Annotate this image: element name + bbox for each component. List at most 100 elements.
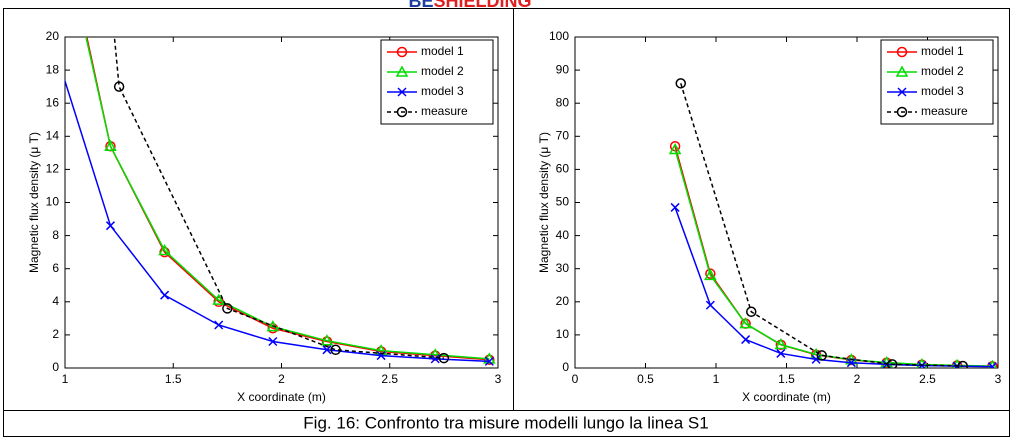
logo-part: SHIELDING <box>434 0 532 11</box>
legend-marker <box>897 87 907 97</box>
legend-label: model 2 <box>421 64 464 78</box>
y-tick-label: 16 <box>46 95 60 109</box>
marker <box>212 293 225 305</box>
legend-marker <box>395 65 409 77</box>
y-tick-label: 20 <box>46 29 60 43</box>
legend-marker <box>396 106 408 118</box>
x-tick-label: 0.5 <box>637 372 654 386</box>
line <box>680 83 963 367</box>
marker <box>776 348 786 358</box>
marker <box>430 354 440 364</box>
marker <box>987 362 997 368</box>
legend-marker <box>895 65 909 77</box>
y-tick-label: 12 <box>46 162 60 176</box>
marker <box>104 139 117 151</box>
legend-label: model 3 <box>421 84 464 98</box>
y-tick-label: 90 <box>556 62 570 76</box>
marker <box>113 81 125 92</box>
marker <box>705 300 715 310</box>
x-tick-label: 3 <box>495 372 502 386</box>
marker <box>52 50 60 58</box>
marker <box>438 352 450 364</box>
y-tick-label: 18 <box>46 62 60 76</box>
legend-marker <box>397 87 407 97</box>
marker <box>741 335 751 345</box>
marker <box>746 306 757 317</box>
y-tick-label: 60 <box>556 162 570 176</box>
y-axis-label: Magnetic flux density (μ T) <box>537 132 551 273</box>
y-tick-label: 4 <box>52 294 59 308</box>
x-tick-label: 1 <box>713 372 720 386</box>
y-tick-label: 10 <box>556 327 570 341</box>
marker <box>214 320 224 330</box>
y-tick-label: 8 <box>52 228 59 242</box>
x-tick-label: 2.5 <box>381 372 398 386</box>
y-axis-label: Magnetic flux density (μ T) <box>27 132 41 273</box>
x-tick-label: 3 <box>995 372 1002 386</box>
y-tick-label: 20 <box>556 294 570 308</box>
marker <box>887 359 898 368</box>
x-axis-label: X coordinate (m) <box>237 390 326 404</box>
line <box>674 149 993 367</box>
y-tick-label: 80 <box>556 95 570 109</box>
marker <box>952 358 963 368</box>
legend-box <box>880 39 994 125</box>
marker <box>668 142 682 155</box>
y-tick-label: 14 <box>46 128 60 142</box>
y-tick-label: 6 <box>52 261 59 275</box>
x-tick-label: 2.5 <box>919 372 936 386</box>
marker <box>846 358 856 368</box>
x-axis-label: X coordinate (m) <box>742 390 831 404</box>
y-tick-label: 0 <box>52 360 59 374</box>
marker <box>670 202 680 212</box>
y-tick-label: 50 <box>556 195 570 209</box>
line <box>674 207 993 368</box>
marker <box>816 350 827 361</box>
x-tick-label: 2 <box>854 372 861 386</box>
marker <box>158 243 171 256</box>
line <box>85 37 490 360</box>
y-tick-label: 100 <box>549 29 569 43</box>
marker <box>987 359 998 368</box>
y-tick-label: 10 <box>46 195 60 209</box>
marker <box>957 360 968 368</box>
y-tick-label: 30 <box>556 261 570 275</box>
x-tick-label: 1 <box>62 372 69 386</box>
marker <box>268 336 278 347</box>
marker <box>811 354 821 364</box>
line <box>113 37 444 359</box>
y-tick-label: 40 <box>556 228 570 242</box>
legend-label: model 1 <box>421 44 464 58</box>
x-tick-label: 1.5 <box>778 372 795 386</box>
line <box>674 146 993 368</box>
marker <box>739 317 752 329</box>
line <box>65 78 490 363</box>
caption: Fig. 16: Confronto tra misure modelli lu… <box>303 413 708 432</box>
marker <box>774 337 788 350</box>
y-tick-label: 70 <box>556 128 570 142</box>
logo: BESHIELDING <box>408 0 531 11</box>
marker <box>484 356 494 366</box>
legend-label: measure <box>921 104 968 118</box>
legend-label: measure <box>421 104 468 118</box>
legend-label: model 1 <box>921 44 964 58</box>
legend-marker <box>396 46 408 58</box>
marker <box>160 290 170 300</box>
marker <box>330 344 341 356</box>
legend-marker <box>896 106 908 118</box>
marker <box>105 221 115 231</box>
legend-box <box>380 39 494 125</box>
y-tick-label: 2 <box>52 327 59 341</box>
y-tick-label: 0 <box>562 360 569 374</box>
marker <box>675 78 686 89</box>
plot-area <box>668 78 998 368</box>
logo-part: BE <box>408 0 433 11</box>
x-tick-label: 2 <box>278 372 285 386</box>
frame <box>3 8 1010 437</box>
plot-area <box>52 37 496 366</box>
x-tick-label: 0 <box>572 372 579 386</box>
marker <box>320 334 334 346</box>
line <box>86 37 490 361</box>
marker <box>222 303 233 314</box>
